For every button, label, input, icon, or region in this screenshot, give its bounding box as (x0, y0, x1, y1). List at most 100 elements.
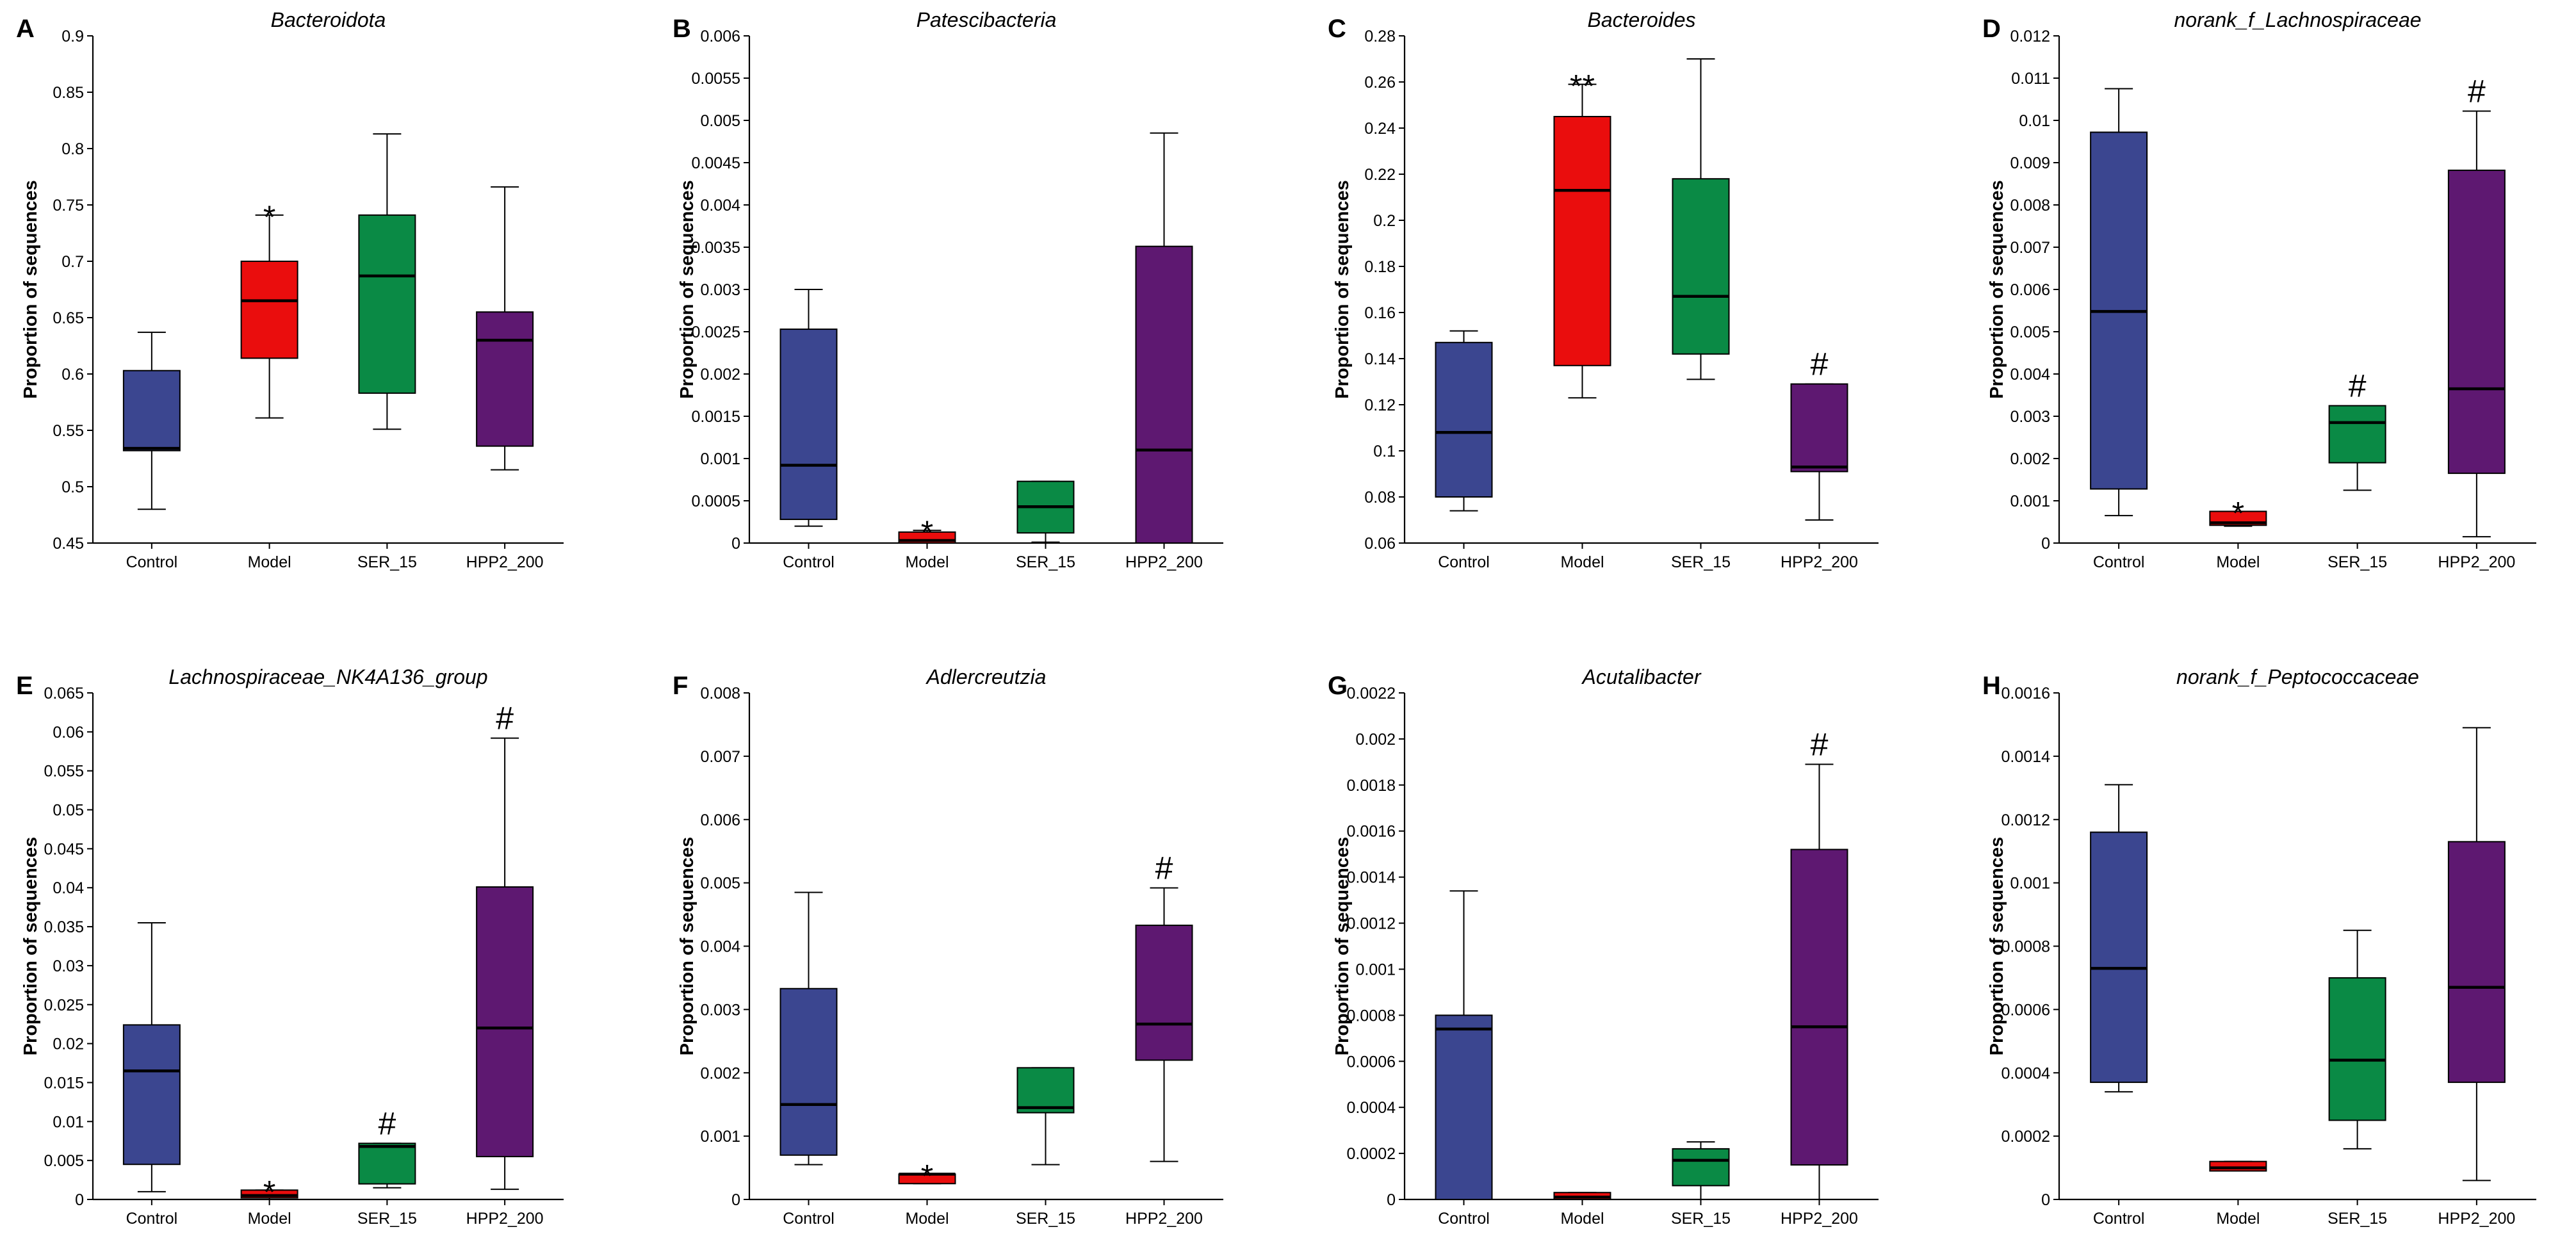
y-tick-label: 0.0008 (2001, 938, 2050, 956)
x-tick-label: Model (248, 1210, 291, 1228)
y-tick-label: 0.01 (2019, 112, 2050, 130)
panel-letter: E (16, 672, 33, 700)
y-tick-label: 0.004 (700, 197, 740, 215)
box-hpp2-200 (1135, 924, 1193, 1061)
y-tick-label: 0.65 (53, 309, 84, 327)
significance-label: * (263, 1174, 275, 1210)
y-tick-label: 0.003 (700, 281, 740, 299)
y-axis-label: Proportion of sequences (677, 837, 697, 1056)
significance-label: * (921, 1158, 933, 1194)
y-tick-label: 0 (75, 1191, 84, 1209)
x-tick-label: HPP2_200 (466, 1210, 544, 1228)
y-tick-label: 0.06 (53, 724, 84, 742)
box-control (2090, 831, 2148, 1084)
y-tick-label: 0 (731, 535, 740, 553)
y-tick-label: 0.005 (700, 875, 740, 893)
y-tick-label: 0.45 (53, 535, 84, 553)
y-tick-label: 0.002 (2010, 450, 2050, 468)
chart-title: Bacteroidota (271, 8, 386, 31)
significance-label: # (1155, 850, 1173, 886)
x-tick-label: SER_15 (1016, 553, 1075, 571)
y-tick-label: 0 (2041, 535, 2050, 553)
box-hpp2-200 (1790, 849, 1848, 1166)
significance-label: # (496, 701, 514, 736)
y-tick-label: 0.0015 (692, 408, 740, 426)
y-tick-label: 0.006 (2010, 281, 2050, 299)
y-tick-label: 0.06 (1364, 535, 1396, 553)
y-tick-label: 0.0002 (2001, 1128, 2050, 1146)
y-tick-label: 0.01 (53, 1113, 84, 1131)
panel-letter: D (1982, 15, 2001, 43)
x-tick-label: Control (2093, 1210, 2145, 1228)
y-tick-label: 0.6 (61, 366, 84, 384)
box-model (240, 261, 298, 359)
significance-label: ** (1570, 69, 1595, 104)
significance-label: # (2468, 73, 2486, 109)
y-tick-label: 0.055 (44, 763, 84, 781)
box-ser-15 (1016, 1067, 1075, 1114)
y-axis-label: Proportion of sequences (1332, 837, 1353, 1056)
panel-letter: H (1982, 672, 2001, 700)
x-tick-label: Control (1438, 553, 1490, 571)
y-tick-label: 0.05 (53, 802, 84, 820)
significance-label: * (921, 514, 933, 550)
y-tick-label: 0.0006 (1347, 1053, 1396, 1071)
y-tick-label: 0.015 (44, 1074, 84, 1092)
y-tick-label: 0.011 (2011, 70, 2050, 88)
significance-label: # (2349, 368, 2367, 404)
y-tick-label: 0.065 (44, 685, 84, 703)
box-control (122, 1024, 181, 1166)
y-tick-label: 0.035 (44, 918, 84, 936)
chart-title: norank_f_Peptococcaceae (2176, 665, 2419, 688)
x-tick-label: HPP2_200 (2438, 553, 2515, 571)
x-tick-label: Control (126, 553, 178, 571)
y-tick-label: 0.005 (44, 1152, 84, 1170)
y-tick-label: 0.001 (700, 1128, 740, 1146)
box-model (2209, 1160, 2267, 1172)
x-tick-label: HPP2_200 (1125, 553, 1203, 571)
y-tick-label: 0.75 (53, 197, 84, 215)
y-tick-label: 0.0008 (1347, 1007, 1396, 1025)
y-tick-label: 0.001 (700, 450, 740, 468)
y-tick-label: 0 (731, 1191, 740, 1209)
panel-letter: C (1328, 15, 1346, 43)
y-tick-label: 0.0012 (1347, 915, 1396, 933)
box-ser-15 (2328, 977, 2386, 1121)
significance-label: * (2232, 496, 2244, 532)
y-tick-label: 0.008 (700, 685, 740, 703)
y-tick-label: 0.0018 (1347, 777, 1396, 795)
y-tick-label: 0.22 (1364, 166, 1396, 184)
x-tick-label: SER_15 (2327, 1210, 2387, 1228)
box-control (122, 370, 181, 451)
box-hpp2-200 (476, 886, 534, 1158)
y-tick-label: 0 (2041, 1191, 2050, 1209)
significance-label: # (1811, 346, 1829, 382)
significance-label: * (263, 199, 275, 235)
y-tick-label: 0.0022 (1347, 685, 1396, 703)
x-tick-label: HPP2_200 (466, 553, 544, 571)
y-tick-label: 0.04 (53, 879, 84, 897)
y-tick-label: 0.001 (1355, 961, 1396, 979)
y-tick-label: 0.003 (700, 1001, 740, 1019)
panel-letter: B (673, 15, 691, 43)
y-tick-label: 0.0012 (2001, 811, 2050, 829)
y-axis-label: Proportion of sequences (1332, 180, 1353, 399)
y-tick-label: 0.12 (1364, 396, 1396, 414)
y-tick-label: 0.004 (2010, 366, 2050, 384)
y-tick-label: 0.0004 (1347, 1099, 1396, 1117)
x-tick-label: Model (2216, 1210, 2260, 1228)
y-tick-label: 0.0035 (692, 239, 740, 257)
x-tick-label: SER_15 (357, 1210, 417, 1228)
y-tick-label: 0.005 (2010, 323, 2050, 341)
y-tick-label: 0.55 (53, 422, 84, 440)
y-tick-label: 0.03 (53, 957, 84, 975)
chart-panel-e: E Lachnospiraceae_NK4A136_group Proportion… (16, 665, 564, 1228)
x-tick-label: SER_15 (1671, 1210, 1731, 1228)
box-hpp2-200 (1790, 383, 1848, 473)
y-tick-label: 0.0014 (2001, 748, 2051, 766)
box-hpp2-200 (2447, 169, 2506, 475)
x-tick-label: Control (126, 1210, 178, 1228)
